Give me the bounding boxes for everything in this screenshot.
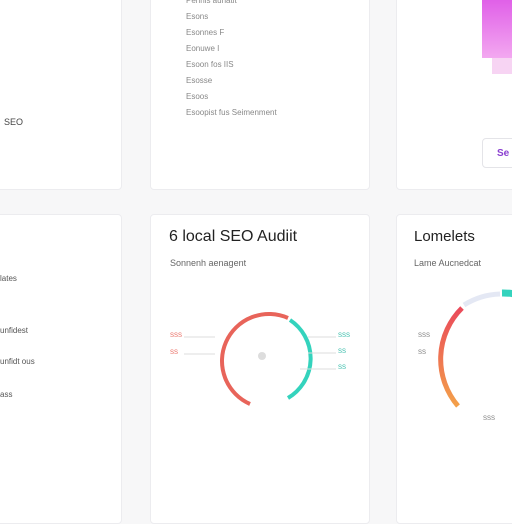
button[interactable]: Se: [482, 138, 512, 168]
gauge-label: SSS: [170, 333, 183, 339]
button-label: Se: [497, 148, 510, 159]
card-subtitle: Sonnenh aenagent: [170, 258, 247, 268]
list-item: Esons: [186, 12, 209, 21]
card-subtitle: Lame Aucnedcat: [414, 258, 482, 268]
list-item: Eonuwe I: [186, 44, 220, 53]
gauge-arc: [286, 318, 313, 400]
list-item: Esosse: [186, 76, 213, 85]
list-item: lates: [0, 274, 17, 283]
list-item: unfidest: [0, 326, 29, 335]
gauge-arc: [501, 289, 512, 298]
gauge-label: SS: [170, 350, 179, 356]
label: SEO: [4, 117, 24, 127]
card-title: Lomelets: [414, 228, 475, 245]
list-item: ass: [0, 390, 13, 399]
gauges: [184, 289, 512, 408]
gauge-label: SSS: [338, 333, 351, 339]
card-title: 6 local SEO Audiit: [169, 228, 298, 245]
gauge-arc: [220, 312, 289, 406]
card: [150, 0, 370, 190]
gauge-label: SSS: [418, 333, 431, 339]
gauge-arc: [438, 306, 464, 408]
gauge-arc: [462, 291, 501, 308]
gauge-label: SS: [418, 350, 427, 356]
list-item: unfidt ous: [0, 357, 35, 366]
pink-block: [482, 0, 512, 58]
gauge-label: SS: [338, 349, 347, 355]
gauge-label: SSS: [483, 416, 496, 422]
list-item: Esoon fos IIS: [186, 60, 234, 69]
card: [396, 214, 512, 524]
card: [0, 214, 122, 524]
list-item: Pennis aunatit: [186, 0, 237, 5]
pink-block: [492, 58, 512, 74]
list-item: Esoopist fus Seimenment: [186, 108, 277, 117]
list-item: Esoos: [186, 92, 209, 101]
gauge-label: SS: [338, 365, 347, 371]
list-item: Esonnes F: [186, 28, 225, 37]
card: [0, 0, 122, 190]
gauge-center: [258, 352, 266, 360]
